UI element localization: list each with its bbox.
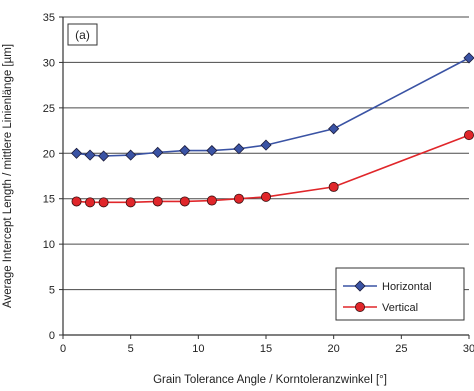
data-point-horizontal	[233, 143, 245, 155]
y-tick-label: 30	[43, 57, 55, 69]
x-tick-label: 10	[192, 343, 204, 355]
y-tick-label: 20	[43, 148, 55, 160]
data-point-vertical	[206, 195, 217, 206]
axes	[59, 16, 470, 339]
data-point-vertical	[328, 181, 339, 192]
data-point-vertical	[71, 196, 82, 207]
x-tick-label: 5	[128, 343, 134, 355]
data-point-vertical	[233, 193, 244, 204]
legend: Horizontal Vertical	[335, 267, 465, 321]
data-point-vertical	[152, 196, 163, 207]
data-point-horizontal	[84, 149, 96, 161]
series-horizontal	[70, 52, 474, 162]
y-tick-label: 0	[49, 330, 55, 342]
data-point-vertical	[98, 197, 109, 208]
x-tick-label: 25	[395, 343, 407, 355]
data-point-horizontal	[125, 149, 137, 161]
data-point-horizontal	[152, 146, 164, 158]
legend-item-horizontal: Horizontal	[343, 280, 432, 293]
series-layer	[70, 52, 474, 208]
data-point-horizontal	[463, 52, 474, 64]
legend-label: Horizontal	[382, 281, 432, 293]
y-tick-label: 35	[43, 12, 55, 24]
y-tick-label: 25	[43, 103, 55, 115]
data-point-vertical	[260, 191, 271, 202]
y-tick-label: 15	[43, 194, 55, 206]
legend-marker	[354, 280, 366, 292]
legend-item-vertical: Vertical	[343, 301, 418, 314]
data-point-horizontal	[98, 150, 110, 162]
panel-label: (a)	[75, 28, 90, 42]
data-point-horizontal	[179, 144, 191, 157]
y-tick-label: 5	[49, 285, 55, 297]
legend-box	[335, 267, 465, 321]
data-point-horizontal	[206, 144, 218, 157]
y-tick-label: 10	[43, 239, 55, 251]
x-tick-label: 20	[328, 343, 340, 355]
data-point-vertical	[179, 196, 190, 207]
data-point-horizontal	[260, 139, 272, 151]
legend-label: Vertical	[382, 302, 418, 314]
x-tick-label: 0	[60, 343, 66, 355]
data-point-horizontal	[328, 123, 340, 135]
series-vertical	[71, 130, 474, 208]
tick-labels: 0 5 10 15 20 25 30 35 0 5 10 15 20 25 30	[43, 12, 474, 355]
data-point-vertical	[125, 197, 136, 208]
legend-marker	[354, 301, 365, 312]
y-axis-title: Average Intercept Length / mittlere Lini…	[2, 44, 14, 308]
data-point-vertical	[463, 130, 474, 141]
x-axis-title: Grain Tolerance Angle / Korntoleranzwink…	[153, 374, 387, 386]
x-tick-label: 15	[260, 343, 272, 355]
data-point-horizontal	[70, 147, 83, 159]
x-tick-label: 30	[463, 343, 474, 355]
panel-label-box: (a)	[67, 23, 98, 46]
data-point-vertical	[85, 197, 96, 208]
